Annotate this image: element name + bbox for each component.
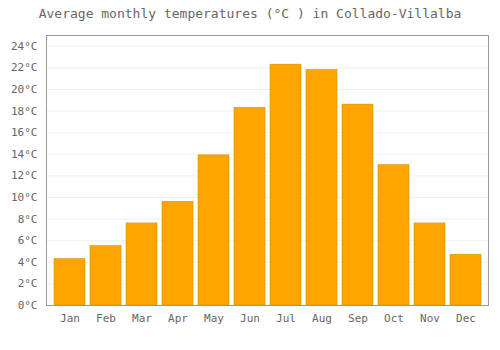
svg-text:4°C: 4°C — [18, 256, 38, 269]
html-text:Average monthly temperatures (: Average monthly temperatures (°C ) in Co… — [38, 6, 462, 21]
svg-text:Nov: Nov — [420, 312, 440, 325]
svg-text:24°C: 24°C — [11, 40, 38, 53]
svg-text:Oct: Oct — [384, 312, 404, 325]
svg-text:Jan: Jan — [60, 312, 80, 325]
svg-text:8°C: 8°C — [18, 213, 38, 226]
svg-text:Mar: Mar — [132, 312, 152, 325]
svg-text:Jun: Jun — [240, 312, 260, 325]
svg-text:Sep: Sep — [348, 312, 368, 325]
svg-text:Feb: Feb — [96, 312, 116, 325]
svg-text:6°C: 6°C — [18, 234, 38, 247]
svg-text:12°C: 12°C — [11, 169, 38, 182]
svg-text:May: May — [204, 312, 224, 325]
svg-text:18°C: 18°C — [11, 105, 38, 118]
svg-text:2°C: 2°C — [18, 277, 38, 290]
svg-text:Dec: Dec — [456, 312, 476, 325]
svg-text:16°C: 16°C — [11, 126, 38, 139]
svg-text:22°C: 22°C — [11, 61, 38, 74]
svg-text:Apr: Apr — [168, 312, 188, 325]
svg-text:14°C: 14°C — [11, 148, 38, 161]
svg-text:Jul: Jul — [276, 312, 296, 325]
svg-text:10°C: 10°C — [11, 191, 38, 204]
svg-text:Aug: Aug — [312, 312, 332, 325]
svg-text:20°C: 20°C — [11, 83, 38, 96]
svg-text:0°C: 0°C — [18, 299, 38, 312]
